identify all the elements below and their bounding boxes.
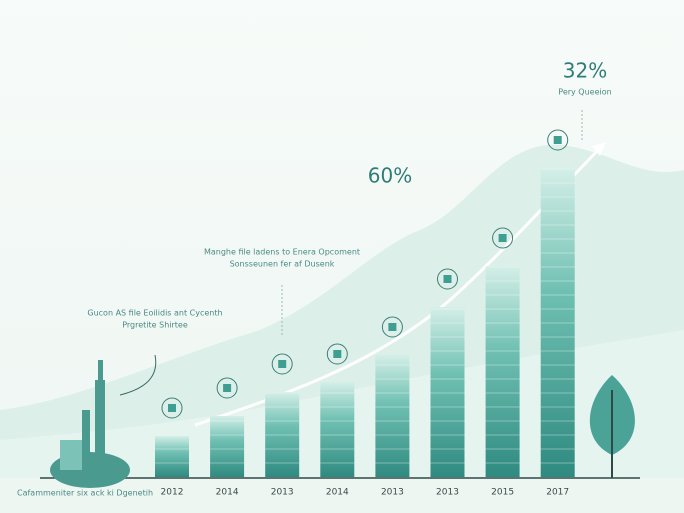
annotation: Pery Queeion: [558, 88, 611, 97]
x-tick-label: 2015: [491, 488, 514, 498]
bar-icon-glyph: [223, 384, 232, 392]
bar-icon: [381, 316, 403, 338]
x-tick-label: 2013: [436, 488, 459, 498]
bar-icon: [547, 129, 569, 151]
bar-icon: [161, 397, 183, 419]
bar: [210, 416, 245, 477]
annotation: Cafammeniter six ack ki Dgenetih: [17, 489, 153, 498]
x-tick-label: 2012: [161, 488, 184, 498]
tree-illustration: [589, 375, 635, 478]
bar: [430, 307, 465, 477]
annotation: Manghe file ladens to Enera Opcoment: [204, 248, 360, 257]
x-tick-label: 2014: [216, 488, 239, 498]
bar-icon: [271, 353, 293, 375]
bar-icon-glyph: [278, 360, 287, 368]
annotation: 32%: [563, 59, 607, 83]
x-tick-label: 2013: [381, 488, 404, 498]
bar-icon: [326, 343, 348, 365]
bar-icon-glyph: [168, 404, 176, 412]
bar-icon: [216, 377, 238, 399]
bar: [540, 168, 575, 477]
arrow-head: [592, 142, 606, 156]
bar-icon-glyph: [443, 275, 452, 283]
annotation: Sonsseunen fer af Dusenk: [230, 260, 335, 269]
annotation: Prgretite Shirtee: [122, 321, 188, 330]
bar-icon: [437, 268, 458, 290]
bar-icon-glyph: [498, 234, 507, 242]
x-tick-label: 2014: [326, 488, 349, 498]
bar: [320, 382, 355, 477]
annotation: 60%: [368, 164, 412, 188]
city-illustration: [50, 354, 157, 488]
bar-icon: [492, 227, 514, 249]
bar: [485, 266, 520, 477]
bar: [375, 355, 410, 477]
x-tick-label: 2013: [271, 488, 294, 498]
bar-icon-glyph: [553, 136, 562, 144]
x-tick-label: 2017: [546, 488, 569, 498]
bar-icon-glyph: [333, 350, 342, 358]
annotation: Gucon AS file Eoilidis ant Cycenth: [87, 309, 222, 318]
bar-icon-glyph: [388, 323, 397, 331]
bar: [265, 392, 300, 477]
bar: [155, 436, 189, 477]
